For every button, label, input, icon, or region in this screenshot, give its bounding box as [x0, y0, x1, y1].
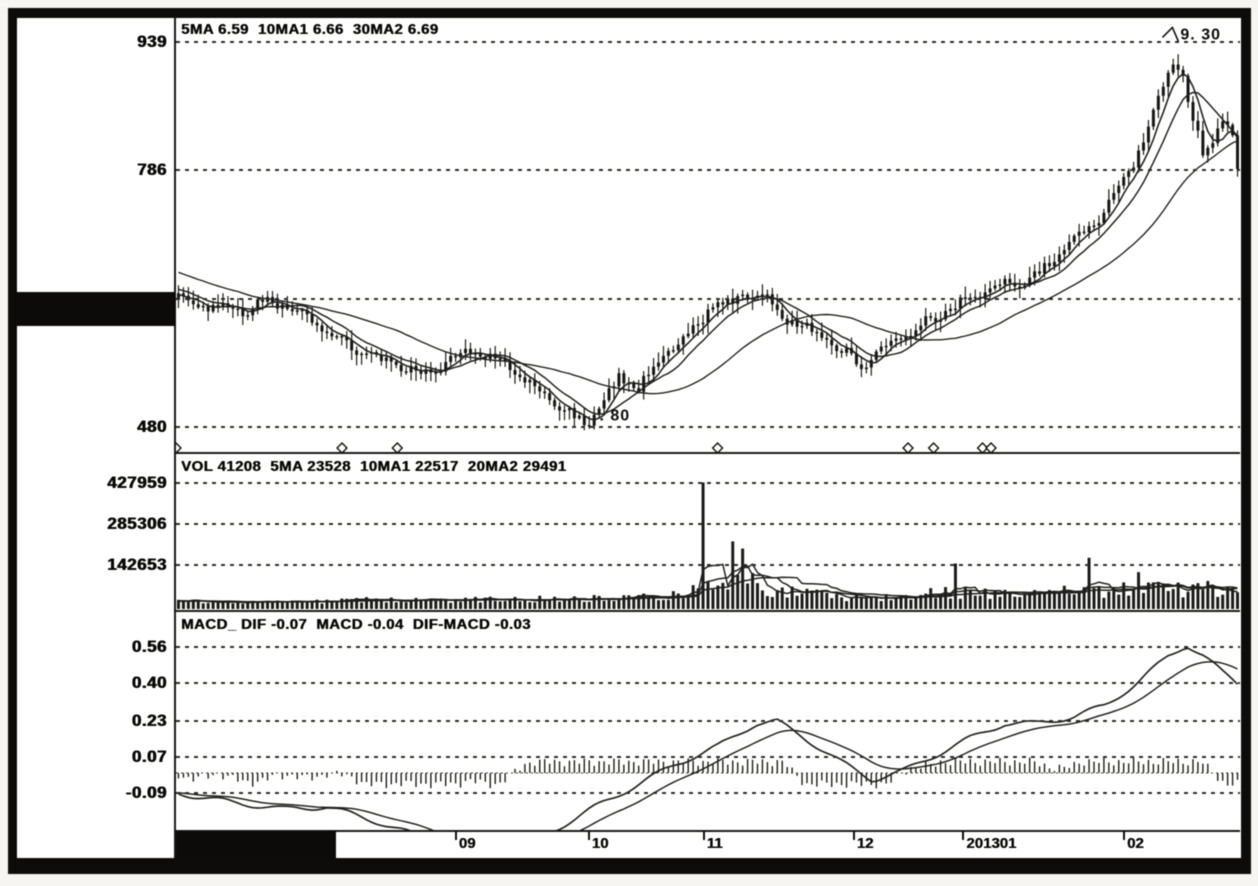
- x-axis-label: 12: [856, 835, 874, 852]
- x-axis-tick: [962, 831, 965, 840]
- redaction-bar-left-axis: [17, 292, 176, 326]
- volume-pane-legend: VOL 41208 5MA 23528 10MA1 22517 20MA2 29…: [181, 458, 567, 475]
- y-axis-label: 786: [137, 160, 167, 180]
- redaction-bar-xaxis: [176, 831, 336, 858]
- x-axis-tick: [587, 831, 590, 840]
- price-pane-legend: 5MA 6.59 10MA1 6.66 30MA2 6.69: [181, 21, 439, 38]
- dashed-gridline: [176, 523, 1240, 525]
- macd-pane-legend: MACD_ DIF -0.07 MACD -0.04 DIF-MACD -0.0…: [181, 616, 531, 633]
- x-axis-label: 09: [458, 835, 476, 852]
- y-axis-label: 0.23: [131, 711, 167, 731]
- x-axis-tick: [852, 831, 855, 840]
- x-axis-label: 201301: [966, 835, 1017, 852]
- dashed-gridline: [176, 646, 1240, 648]
- y-axis-label: 427959: [107, 473, 167, 492]
- pane-separator: [176, 452, 1240, 454]
- x-axis-label: 11: [706, 835, 723, 852]
- y-axis-label: 0.40: [131, 673, 167, 692]
- svg-text:9. 30: 9. 30: [1180, 26, 1221, 43]
- x-axis-label: 10: [591, 835, 609, 852]
- dashed-gridline: [176, 41, 1240, 43]
- y-axis-label: 0.07: [131, 747, 167, 767]
- y-axis-panel: 939 786 480 427959 285306 142653 0.56 0.40 0.23 0…: [17, 18, 174, 858]
- y-axis-label: 285306: [107, 514, 167, 533]
- y-axis-label: 939: [137, 32, 167, 51]
- x-axis-label: 02: [1126, 835, 1144, 852]
- y-axis-label: 142653: [107, 555, 167, 574]
- dashed-gridline: [176, 792, 1240, 795]
- price-candlestick-chart: 9. 30 . 80: [176, 26, 1240, 453]
- x-axis-tick: [454, 831, 457, 840]
- y-axis-label: -0.09: [125, 783, 167, 803]
- dashed-gridline: [176, 720, 1240, 723]
- x-axis-tick: [1122, 831, 1125, 840]
- dashed-gridline: [176, 426, 1240, 428]
- dashed-gridline: [176, 756, 1240, 759]
- dashed-gridline: [176, 297, 1240, 300]
- pane-separator: [176, 830, 1240, 832]
- dashed-gridline: [176, 564, 1240, 566]
- dashed-gridline: [176, 682, 1240, 684]
- chart-frame: 939 786 480 427959 285306 142653 0.56 0.40 0.23 0…: [8, 8, 1251, 874]
- dashed-gridline: [176, 169, 1240, 172]
- x-axis-tick: [702, 831, 705, 840]
- svg-text:. 80: . 80: [599, 407, 630, 424]
- y-axis-label: 480: [137, 417, 167, 436]
- volume-bar-chart: [176, 482, 1240, 609]
- y-axis-label: 0.56: [131, 637, 167, 656]
- pane-separator: [176, 610, 1240, 612]
- dashed-gridline: [176, 482, 1240, 484]
- axis-divider-line: [174, 18, 176, 858]
- chart-area: 5MA 6.59 10MA1 6.66 30MA2 6.69 VOL 41208…: [176, 18, 1240, 858]
